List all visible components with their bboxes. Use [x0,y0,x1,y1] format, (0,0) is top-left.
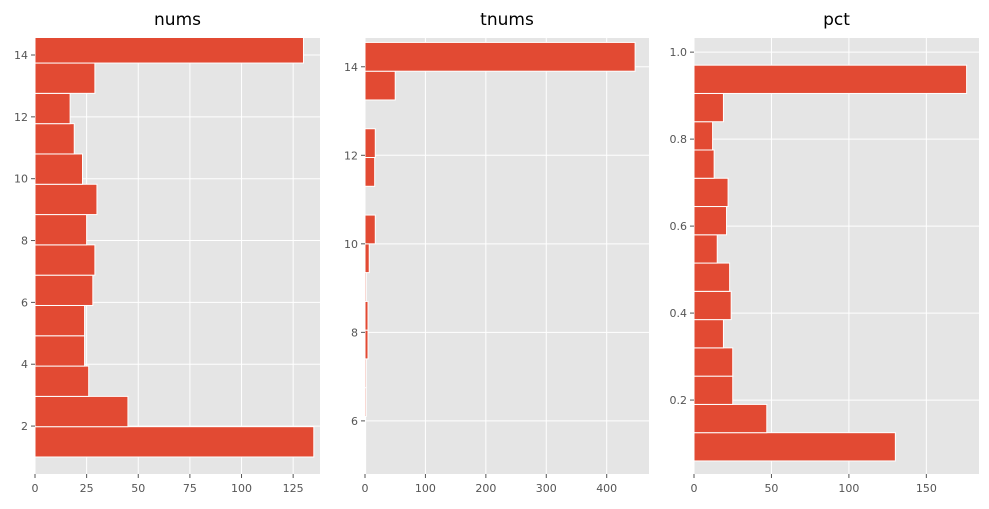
bar [365,157,376,187]
y-tick-label: 6 [21,296,28,309]
bar [694,375,734,405]
x-tick-label: 100 [415,482,436,495]
x-tick-label: 75 [183,482,197,495]
x-tick-label: 50 [131,482,145,495]
y-tick-label: 8 [351,326,358,339]
bar [35,365,90,397]
bar [35,123,75,155]
bar [694,347,734,377]
bar [694,92,724,123]
y-tick-label: 12 [14,111,28,124]
bar [365,272,367,302]
chart-title: pct [823,10,850,30]
bar [365,415,367,446]
x-tick-label: 150 [916,482,937,495]
y-tick-label: 1.0 [670,46,688,59]
y-tick-label: 0.4 [670,307,688,320]
y-tick-label: 8 [21,235,28,248]
bar [694,177,729,208]
bar [35,274,94,306]
bar [694,319,724,349]
x-tick-label: 400 [596,482,617,495]
bar [365,214,376,245]
x-tick-label: 50 [764,482,778,495]
y-tick-label: 6 [351,415,358,428]
chart-title: tnums [480,10,534,30]
bar [694,290,732,321]
bar [694,403,768,434]
bar [365,358,367,389]
y-tick-label: 12 [344,149,358,162]
x-tick-label: 0 [362,482,369,495]
y-tick-label: 14 [344,61,358,74]
plot-area [694,38,979,474]
bar [694,149,715,179]
bar [35,183,98,216]
bar [35,395,129,428]
y-tick-label: 14 [14,49,28,62]
bars [35,38,315,458]
bar [35,426,315,458]
chart-title: nums [154,10,201,30]
x-tick-label: 300 [536,482,557,495]
bar [35,214,88,246]
y-tick-label: 0.8 [670,133,688,146]
plot-area [365,38,649,474]
bar [365,41,636,72]
bars [365,41,636,474]
bar [365,70,396,101]
x-tick-label: 125 [283,482,304,495]
bar [365,128,376,159]
x-tick-label: 100 [231,482,252,495]
y-tick-label: 10 [14,173,28,186]
bar [694,64,968,94]
panel-pct: 0 50 100 150 0.2 0.4 0.6 0.8 1.0 pct [670,10,979,495]
y-tick-label: 0.2 [670,394,688,407]
bar [35,62,96,94]
bar [35,153,83,185]
y-tick-label: 10 [344,238,358,251]
panel-nums: 0 25 50 75 100 125 2 4 6 8 10 12 14 nums [14,10,320,495]
x-tick-label: 0 [32,482,39,495]
bar [365,243,370,274]
bar [35,304,86,337]
bar [694,206,728,236]
x-tick-label: 0 [691,482,698,495]
x-tick-label: 25 [80,482,94,495]
y-tick-label: 2 [21,420,28,433]
x-tick-label: 100 [838,482,859,495]
bar [694,234,718,264]
bar [35,244,96,276]
bar [365,387,367,417]
bar [694,262,731,292]
panel-tnums: 0 100 200 300 400 6 8 10 12 14 tnums [344,10,649,495]
bar [694,432,896,462]
bar [365,444,367,474]
bar [365,300,369,331]
x-tick-label: 200 [475,482,496,495]
bar [694,121,714,151]
bars [694,64,968,462]
bar [35,335,86,367]
y-tick-label: 4 [21,358,28,371]
bar [35,38,304,64]
bar [365,329,369,360]
y-tick-label: 0.6 [670,220,688,233]
bar [35,92,71,125]
